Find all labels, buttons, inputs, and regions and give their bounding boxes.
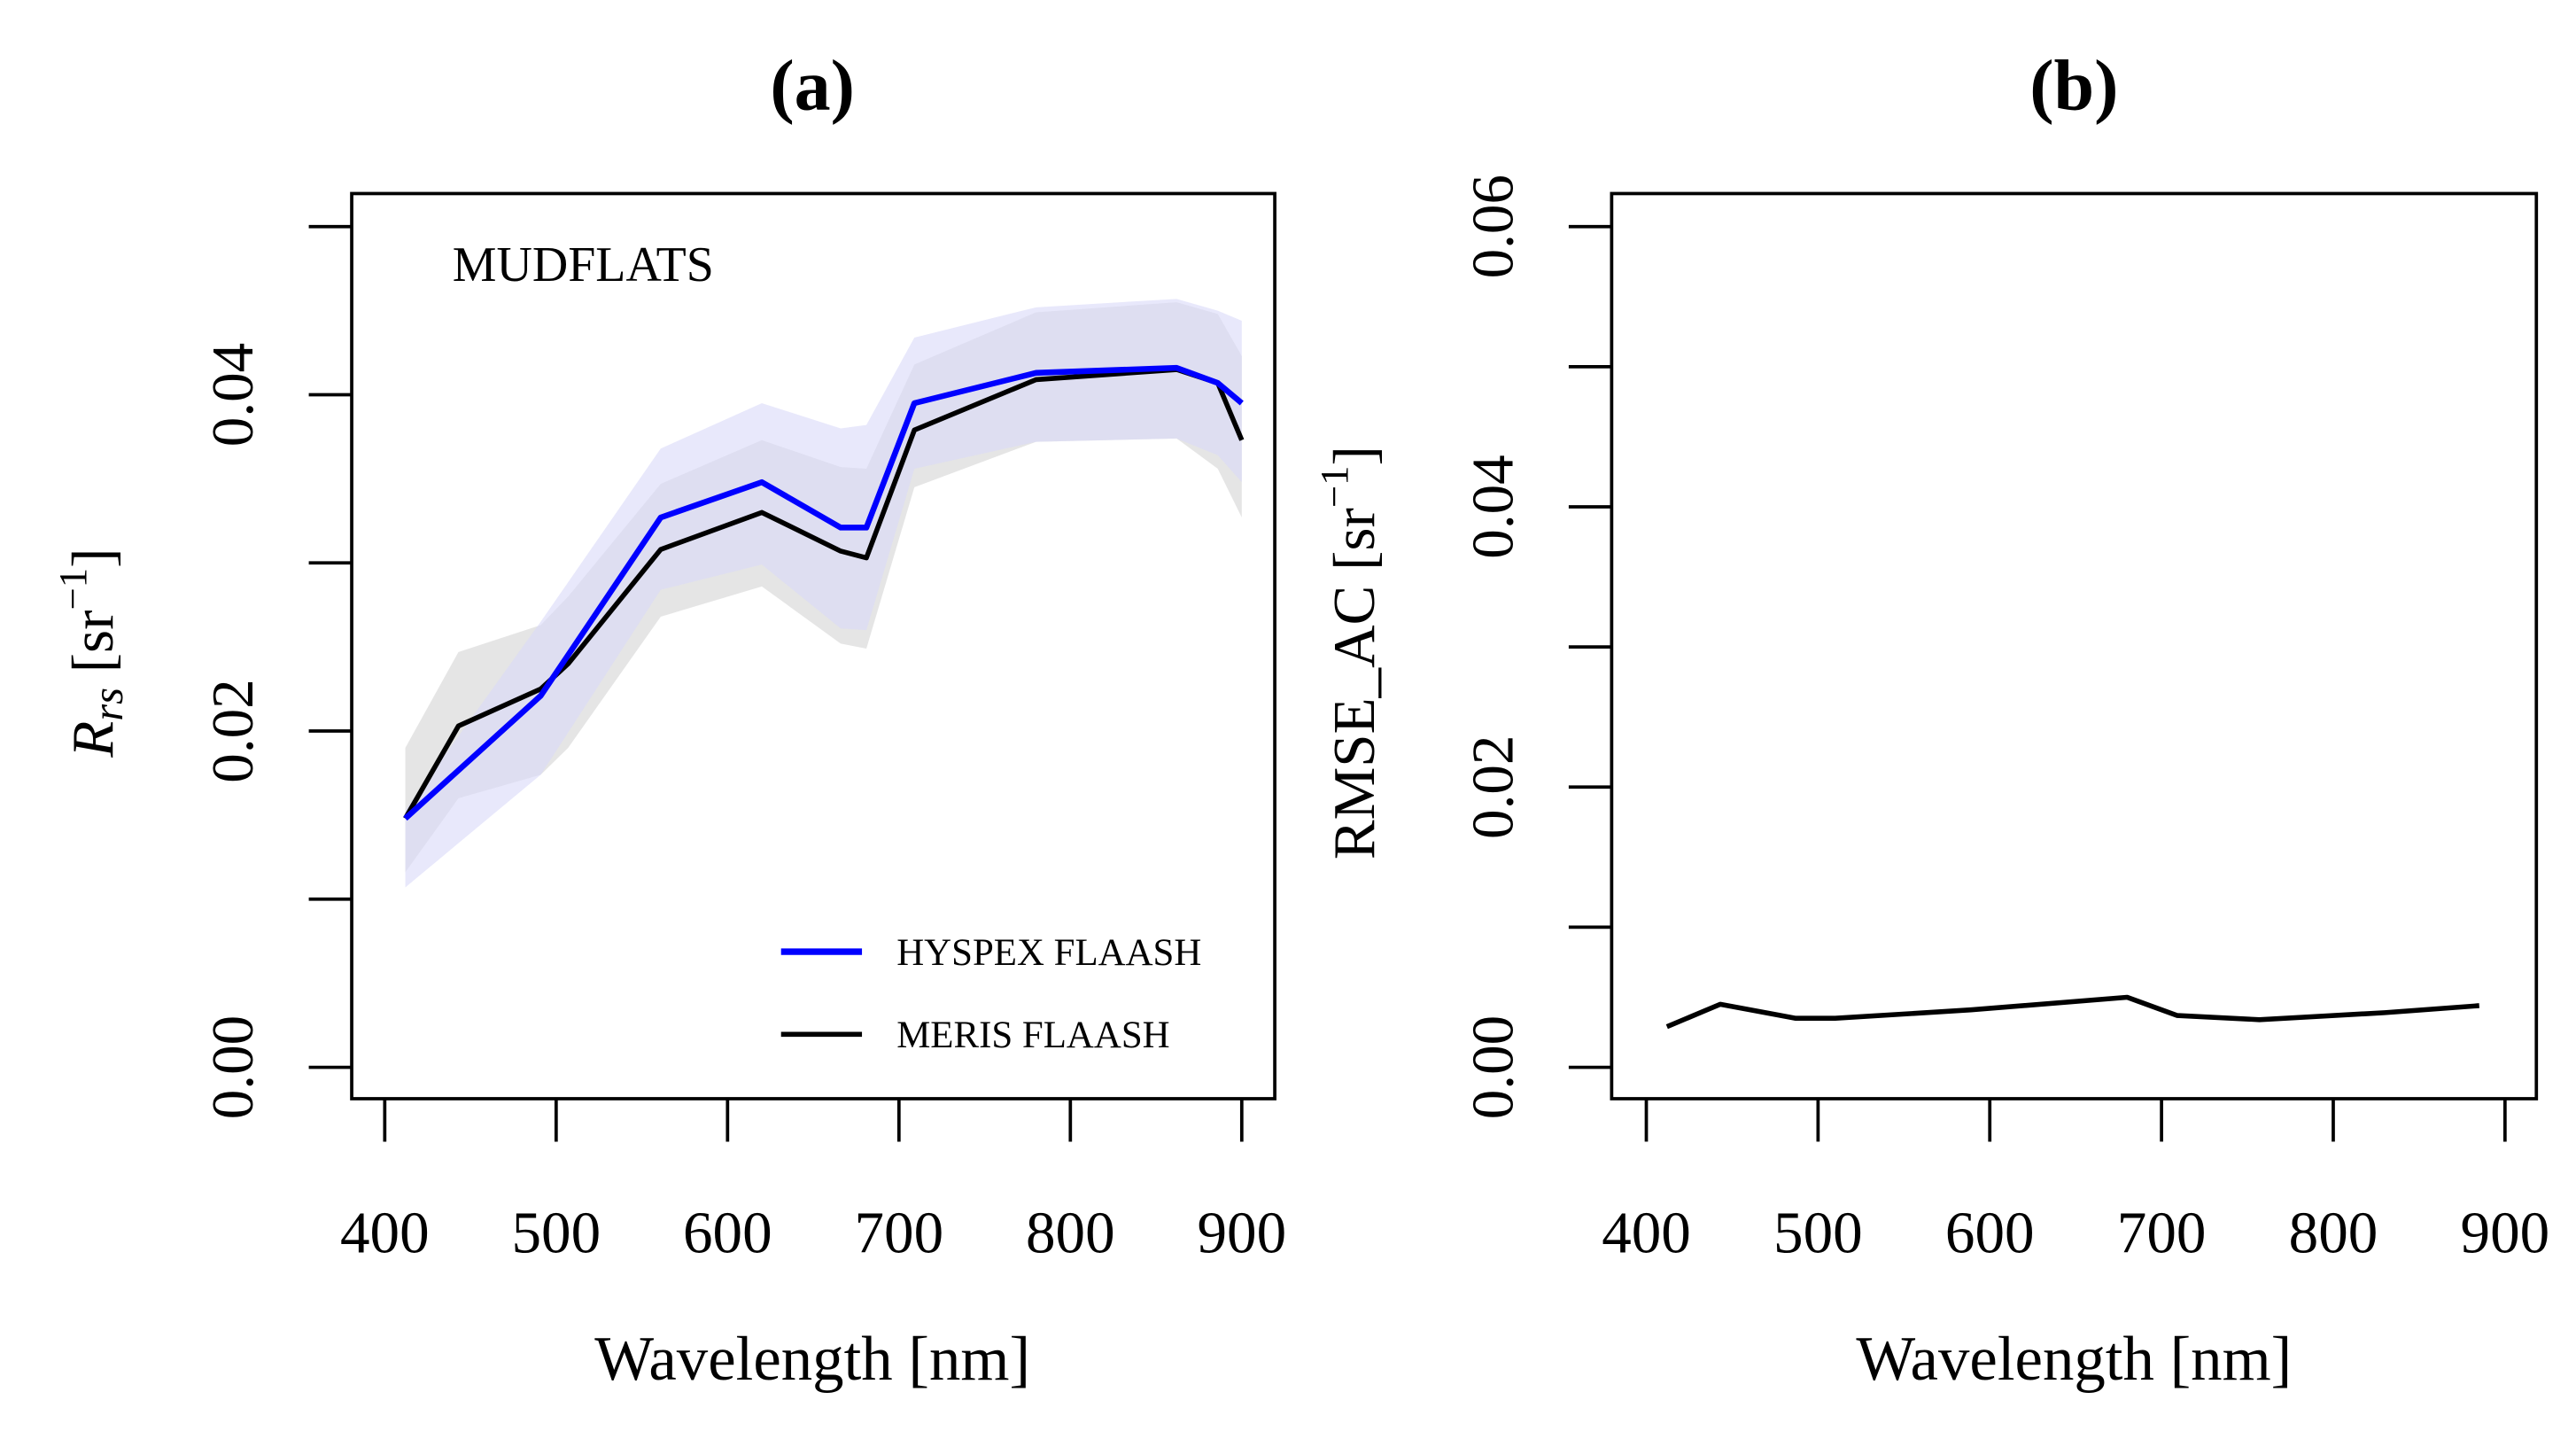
x-tick-label: 400 xyxy=(1602,1199,1691,1265)
legend: HYSPEX FLAASH MERIS FLAASH xyxy=(780,932,1201,1056)
x-tick-label: 900 xyxy=(1197,1199,1286,1265)
x-tick-label: 800 xyxy=(2289,1199,2378,1265)
y-label-symbol: R xyxy=(59,721,126,758)
panel-a: (a) 400 500 600 700 800 900 0.00 0.02 0.04 MUDF… xyxy=(50,44,1286,1393)
y-label-unit: [sr xyxy=(59,610,126,688)
line-hyspex-flaash xyxy=(403,364,1244,821)
y-axis-label: Rrs [sr−1] xyxy=(50,548,132,758)
y-axis-label: RMSE_AC [sr−1] xyxy=(1312,446,1387,859)
x-axis: 400 500 600 700 800 900 xyxy=(1602,1098,2550,1265)
y-label-close: ] xyxy=(59,548,126,568)
x-tick-label: 700 xyxy=(854,1199,943,1265)
plot-frame xyxy=(1610,191,2539,1100)
y-tick-label: 0.06 xyxy=(1460,175,1526,278)
y-tick-label: 0.04 xyxy=(1460,455,1526,558)
legend-label-hyspex: HYSPEX FLAASH xyxy=(896,932,1201,974)
legend-label-meris: MERIS FLAASH xyxy=(896,1015,1169,1056)
x-tick-label: 500 xyxy=(512,1199,601,1265)
x-axis-label: Wavelength [nm] xyxy=(1856,1325,2292,1394)
x-tick-label: 800 xyxy=(1026,1199,1115,1265)
series-lines xyxy=(403,364,1245,821)
site-annotation: MUDFLATS xyxy=(453,237,714,292)
panel-b: (b) 400 500 600 700 800 900 0.000.020.040.06 … xyxy=(1312,44,2549,1393)
y-label-main: RMSE_AC [sr xyxy=(1321,508,1387,859)
y-tick-label: 0.00 xyxy=(1460,1015,1526,1119)
y-tick-label: 0.02 xyxy=(1460,735,1526,839)
x-axis-label: Wavelength [nm] xyxy=(594,1325,1030,1394)
y-tick-label: 0.04 xyxy=(199,343,266,447)
y-label-exponent: −1 xyxy=(50,568,95,611)
plot-frame xyxy=(350,191,1276,1100)
y-tick-label: 0.00 xyxy=(199,1015,266,1119)
y-label-exponent: −1 xyxy=(1312,466,1356,509)
y-label-close: ] xyxy=(1321,446,1387,465)
x-tick-label: 500 xyxy=(1773,1199,1863,1265)
line-rmse-ac xyxy=(1665,994,2479,1030)
y-tick-label: 0.02 xyxy=(199,679,266,782)
x-tick-label: 900 xyxy=(2461,1199,2550,1265)
x-tick-label: 400 xyxy=(340,1199,430,1265)
series-lines xyxy=(1665,994,2479,1030)
y-axis: 0.00 0.02 0.04 0.06 xyxy=(1460,175,1612,1119)
confidence-bands xyxy=(405,299,1242,888)
x-axis: 400 500 600 700 800 900 xyxy=(340,1098,1286,1265)
x-tick-label: 600 xyxy=(683,1199,772,1265)
x-tick-label: 700 xyxy=(2117,1199,2207,1265)
panel-a-label: (a) xyxy=(770,44,855,125)
y-axis: 0.00 0.02 0.04 xyxy=(199,224,353,1119)
x-tick-label: 600 xyxy=(1945,1199,2035,1265)
y-label-subscript: rs xyxy=(85,688,132,721)
panel-b-label: (b) xyxy=(2029,44,2118,125)
band-hyspex-flaash xyxy=(405,299,1242,888)
